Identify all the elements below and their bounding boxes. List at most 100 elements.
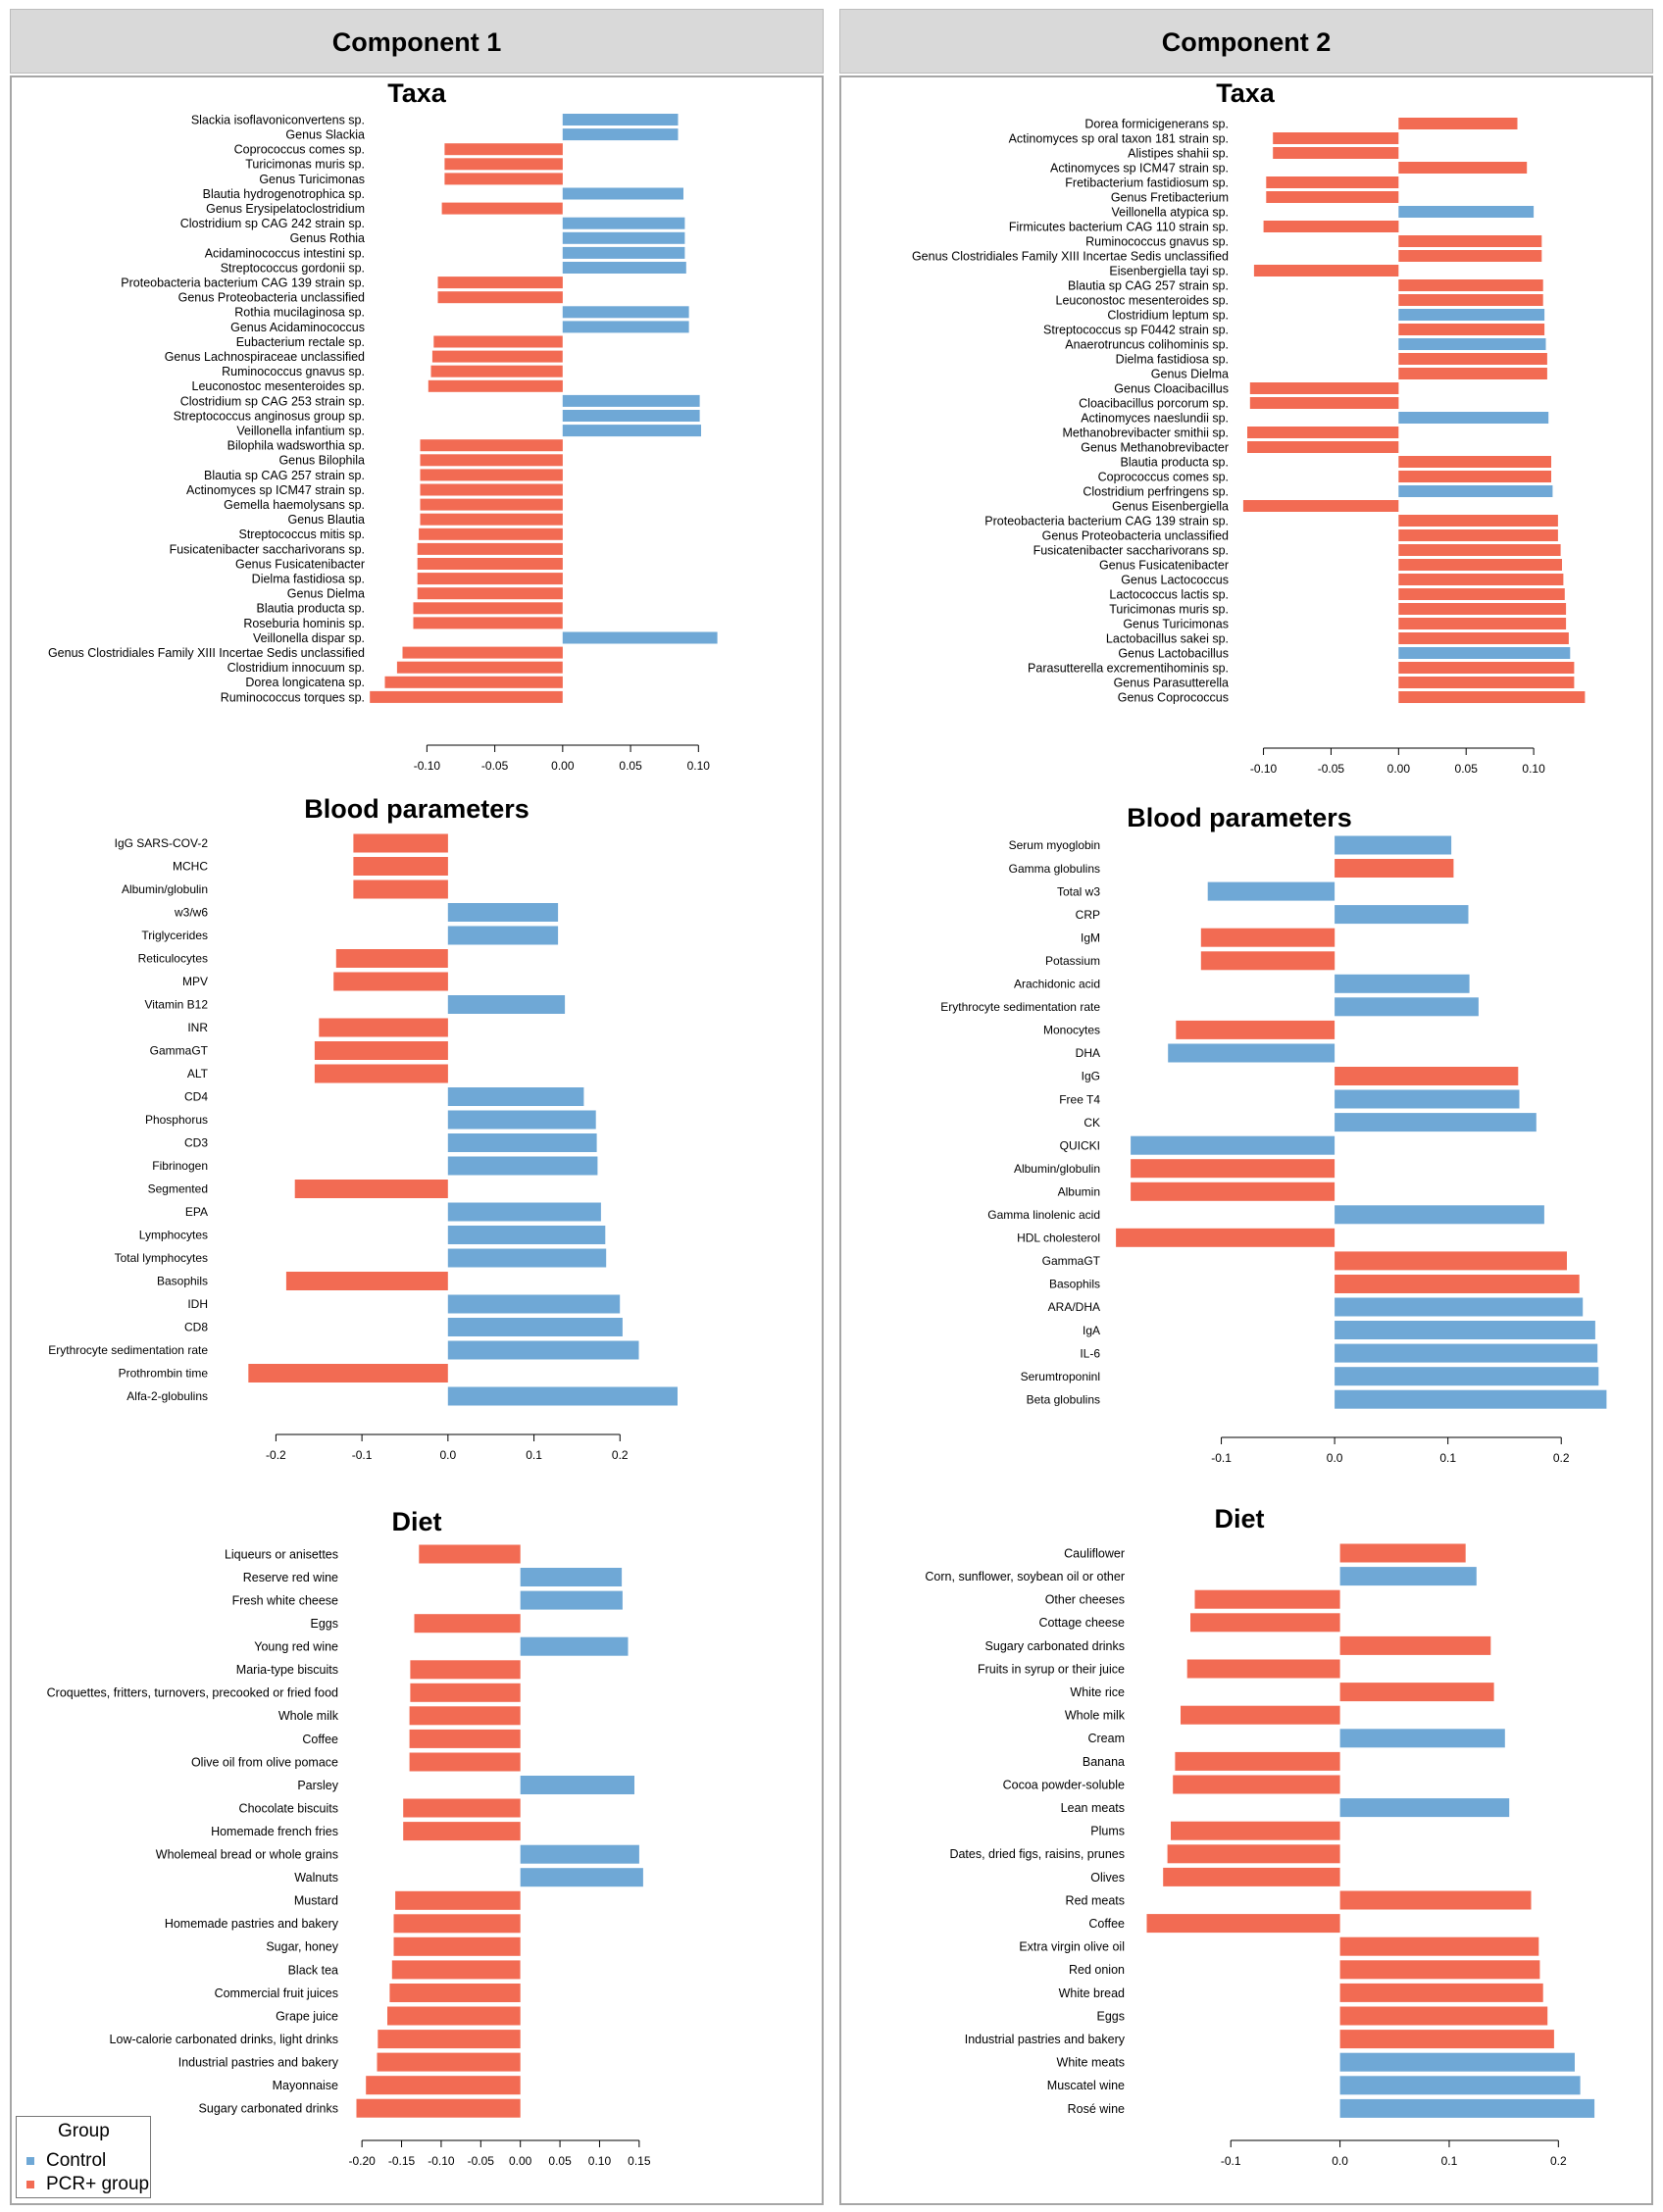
component-1-taxa-tick-label: -0.05 [481,759,509,773]
component-2-taxa-category-label: Veillonella atypica sp. [1111,205,1229,219]
component-2-blood-parameters-bar [1335,1275,1580,1293]
component-2-diet-bar [1163,1867,1340,1886]
component-1-blood-parameters-bar [353,833,448,853]
component-2-diet-bar [1339,1890,1532,1910]
component-1-taxa-category-label: Genus Rothia [290,231,365,245]
component-2-taxa-bar [1242,500,1399,512]
component-1-diet-bar [520,1636,629,1656]
component-2-diet-tick-label: -0.1 [1221,2154,1241,2168]
component-1-diet-category-label: Low-calorie carbonated drinks, light dri… [110,2033,338,2046]
component-1-taxa-bar [384,676,563,688]
component-1-taxa-bar [562,410,700,422]
component-1-diet-tick-label: 0.00 [509,2154,532,2168]
component-1-taxa-category-label: Genus Blautia [287,513,365,527]
component-1-diet-category-label: Black tea [288,1963,338,1977]
component-2-taxa-category-label: Actinomyces sp ICM47 strain sp. [1050,161,1229,175]
component-2-diet-category-label: Cottage cheese [1038,1616,1125,1630]
component-2-taxa-category-label: Alistipes shahii sp. [1128,146,1229,160]
component-1-blood-parameters-category-label: Phosphorus [145,1113,208,1127]
component-1-blood-parameters-category-label: Erythrocyte sedimentation rate [48,1343,208,1357]
component-1-blood-parameters-bar [447,1202,601,1222]
component-2-taxa-tick-label: -0.10 [1250,762,1278,776]
component-1-taxa-category-label: Blautia sp CAG 257 strain sp. [204,469,365,482]
component-2-taxa-category-label: Genus Methanobrevibacter [1081,440,1229,454]
component-1-diet-tick-label: -0.05 [468,2154,495,2168]
component-1-blood-parameters-category-label: Segmented [148,1182,208,1196]
component-2-diet-bar [1339,1683,1494,1702]
component-1-taxa-category-label: Dorea longicatena sp. [245,676,365,689]
component-1-taxa-category-label: Streptococcus mitis sp. [238,528,365,541]
component-2-taxa-category-label: Genus Parasutterella [1114,676,1229,689]
component-2-taxa-bar [1273,147,1399,159]
component-1-taxa-category-label: Gemella haemolysans sp. [224,498,365,512]
component-2-diet-bar [1175,1751,1340,1771]
component-1-diet-category-label: Grape juice [276,2009,338,2023]
component-2-diet-bar [1339,1635,1491,1655]
component-2-blood-parameters-bar [1207,881,1335,901]
component-2-blood-parameters-category-label: Serumtroponinl [1021,1370,1100,1383]
component-2-blood-parameters-category-label: Gamma globulins [1009,862,1100,876]
component-1-diet-bar [419,1544,521,1564]
component-2-taxa-bar [1398,309,1545,321]
component-2-blood-parameters-bar [1335,1089,1520,1109]
component-2-blood-parameters-category-label: GammaGT [1042,1254,1101,1268]
component-1-taxa-tick-label: 0.05 [619,759,642,773]
component-1-blood-parameters-bar [294,1180,448,1198]
component-1-blood-parameters-category-label: MPV [182,975,208,988]
component-1-diet-category-label: Mustard [294,1894,338,1908]
component-1-diet-category-label: Industrial pastries and bakery [178,2056,339,2070]
component-2-blood-parameters-bar [1335,859,1454,878]
component-2-blood-parameters-category-label: Serum myoglobin [1009,838,1100,852]
component-1-blood-parameters-title: Blood parameters [304,794,529,824]
component-2-diet-bar [1339,1936,1539,1956]
component-1-taxa-category-label: Coprococcus comes sp. [234,143,365,157]
component-1-taxa-bar [562,231,685,244]
component-2-taxa-category-label: Genus Lactococcus [1121,573,1229,586]
component-2-blood-parameters-bar [1131,1159,1335,1179]
component-2-diet-category-label: White rice [1070,1685,1125,1699]
component-2-taxa-tick-label: 0.05 [1455,762,1479,776]
component-2-diet-bar [1190,1613,1340,1633]
component-1-blood-parameters-category-label: IDH [187,1297,208,1311]
component-2-taxa-category-label: Eisenbergiella tayi sp. [1109,264,1229,277]
component-1-taxa-bar [562,187,683,200]
component-1-taxa-bar [420,513,563,526]
component-2-blood-parameters-bar [1131,1181,1335,1201]
component-2-taxa-bar [1398,162,1528,174]
component-2-diet-title: Diet [1214,1504,1264,1533]
component-2-blood-parameters-bar [1335,1321,1595,1339]
component-2-taxa-tick-label: 0.10 [1522,762,1545,776]
component-1-taxa-category-label: Streptococcus gordonii sp. [221,261,365,275]
component-1-taxa-category-label: Turicimonas muris sp. [245,158,365,172]
component-1-diet-tick-label: 0.15 [628,2154,651,2168]
component-2-diet-category-label: Corn, sunflower, soybean oil or other [925,1570,1125,1584]
component-2-diet-category-label: White meats [1057,2056,1125,2070]
component-2-diet-category-label: Muscatel wine [1047,2079,1125,2092]
component-2-taxa-category-label: Coprococcus comes sp. [1098,470,1229,483]
component-1-taxa-bar [419,528,563,540]
component-1-taxa-bar [562,128,679,141]
component-2-blood-parameters-category-label: Free T4 [1059,1092,1100,1106]
component-1-blood-parameters-tick-label: 0.2 [612,1448,629,1462]
component-1-blood-parameters-bar [447,1318,623,1336]
component-2-diet-category-label: Red onion [1069,1963,1125,1977]
component-1-blood-parameters-category-label: Reticulocytes [138,952,208,966]
component-1-taxa-bar [444,143,563,156]
component-2-blood-parameters-category-label: Erythrocyte sedimentation rate [940,1000,1100,1014]
component-1-blood-parameters-bar [447,1340,639,1360]
component-1-taxa-category-label: Streptococcus anginosus group sp. [174,409,365,423]
component-1-taxa-bar [562,306,689,319]
component-1-taxa-category-label: Genus Erysipelatoclostridium [206,202,365,216]
component-2-taxa-bar [1398,324,1545,335]
component-1-diet-bar [393,1936,521,1956]
component-1-taxa-bar [417,573,563,585]
component-2-taxa-category-label: Genus Lactobacillus [1118,646,1229,660]
component-2-taxa-category-label: Blautia producta sp. [1121,455,1230,469]
component-1-taxa-bar [562,425,701,437]
component-2-blood-parameters-category-label: HDL cholesterol [1017,1232,1100,1245]
component-2-taxa-bar [1253,265,1399,276]
component-2-taxa-bar [1398,412,1549,424]
component-1-blood-parameters-bar [314,1064,448,1083]
component-2-blood-parameters-category-label: Basophils [1049,1278,1100,1291]
